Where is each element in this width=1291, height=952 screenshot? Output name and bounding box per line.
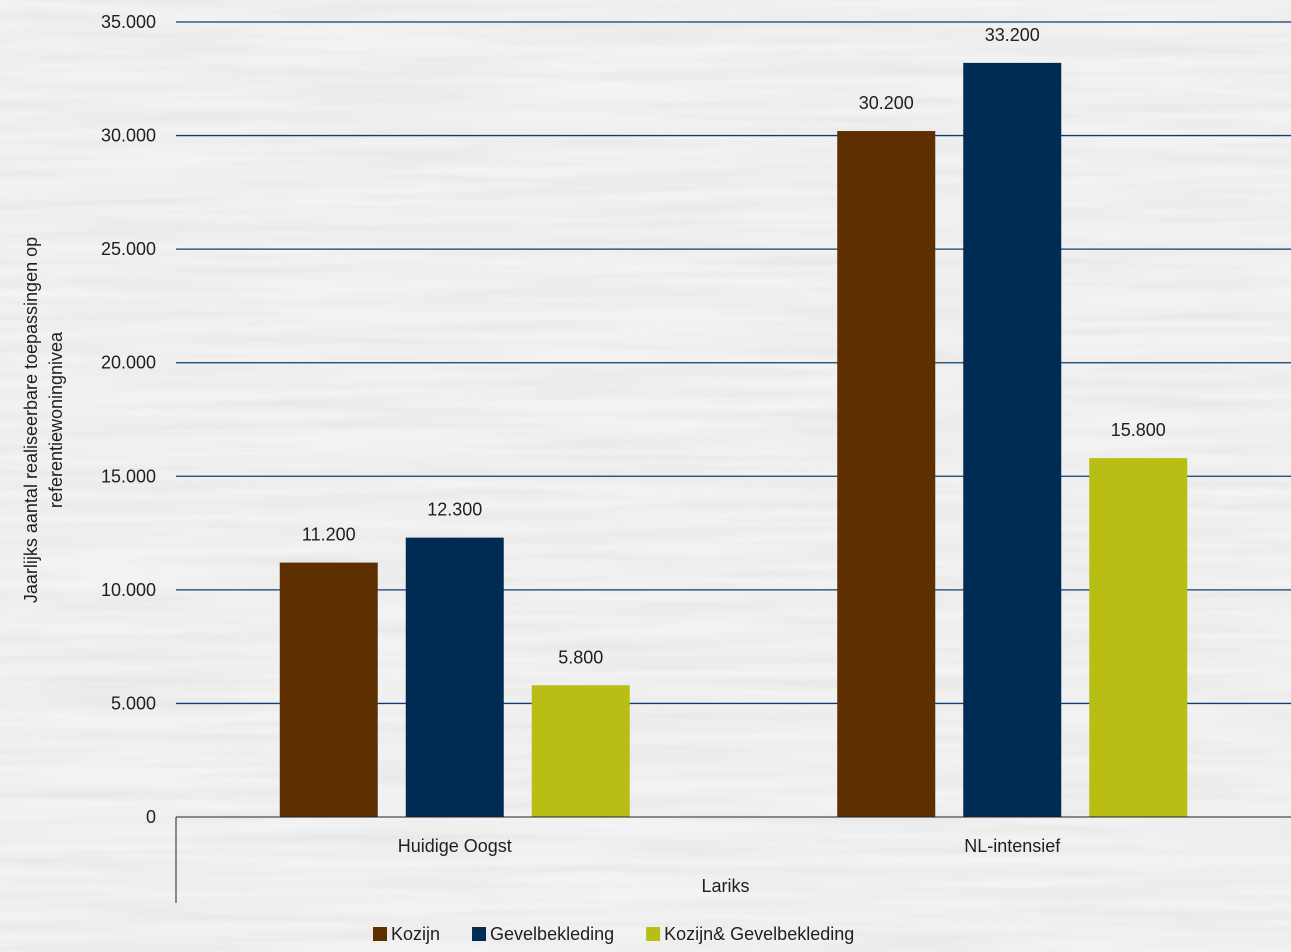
y-tick-label: 5.000 bbox=[111, 693, 156, 713]
bars bbox=[279, 62, 1188, 817]
y-tick-label: 35.000 bbox=[101, 12, 156, 32]
y-axis-title: Jaarlijks aantal realiseerbare toepassin… bbox=[21, 237, 66, 603]
legend-label: Kozijn bbox=[391, 924, 440, 944]
bar bbox=[1089, 458, 1188, 817]
bar bbox=[837, 131, 936, 817]
y-tick-label: 30.000 bbox=[101, 126, 156, 146]
x-group-label: Lariks bbox=[701, 876, 749, 896]
bar bbox=[531, 685, 630, 817]
bar bbox=[405, 537, 504, 817]
y-axis-title-line: referentiewoningnivea bbox=[46, 331, 66, 508]
data-label: 33.200 bbox=[985, 25, 1040, 45]
data-label: 12.300 bbox=[427, 500, 482, 520]
legend-swatch bbox=[646, 927, 661, 941]
data-label: 30.200 bbox=[859, 93, 914, 113]
data-label: 11.200 bbox=[302, 525, 356, 545]
y-tick-label: 15.000 bbox=[101, 466, 156, 486]
y-tick-label: 0 bbox=[146, 807, 156, 827]
x-category-label: NL-intensief bbox=[964, 836, 1061, 856]
legend-label: Gevelbekleding bbox=[490, 924, 614, 944]
x-category-label: Huidige Oogst bbox=[398, 836, 512, 856]
y-tick-label: 10.000 bbox=[101, 580, 156, 600]
bar bbox=[279, 562, 378, 817]
axes bbox=[175, 816, 1291, 903]
labels: 0 5.000 10.000 15.000 20.000 25.000 30.000 35.0… bbox=[21, 12, 1166, 896]
data-label: 5.800 bbox=[558, 647, 603, 667]
y-tick-label: 25.000 bbox=[101, 239, 156, 259]
bar bbox=[963, 62, 1062, 817]
y-axis-title-line: Jaarlijks aantal realiseerbare toepassin… bbox=[21, 237, 41, 603]
y-tick-label: 20.000 bbox=[101, 353, 156, 373]
legend-swatch bbox=[373, 927, 387, 941]
data-label: 15.800 bbox=[1111, 420, 1166, 440]
legend-label: Kozijn& Gevelbekleding bbox=[664, 924, 854, 944]
legend-swatch bbox=[472, 927, 487, 941]
legend: Kozijn Gevelbekleding Kozijn& Gevelbekledi… bbox=[373, 924, 854, 944]
